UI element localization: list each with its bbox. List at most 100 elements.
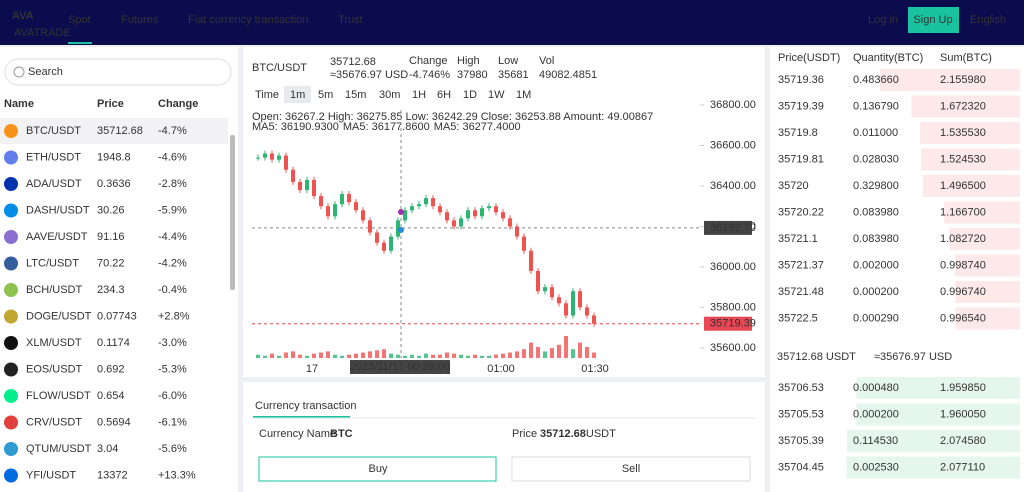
volume-bar xyxy=(277,355,281,358)
coin-name[interactable]: ETH/USDT xyxy=(26,151,81,163)
interval[interactable]: 15m xyxy=(345,89,366,101)
ob-sum: 2.074580 xyxy=(940,435,986,447)
mid-usd: ≈35676.97 USD xyxy=(874,351,952,363)
ma-label: MA5: 36190.9300 xyxy=(252,121,339,133)
volume-bar xyxy=(571,349,575,358)
coin-name[interactable]: BTC/USDT xyxy=(26,125,81,137)
price-tag xyxy=(704,220,752,235)
crosshair-dot xyxy=(398,227,404,233)
volume-bar xyxy=(326,351,330,358)
column-header[interactable]: Name xyxy=(4,98,34,110)
ob-sum: 1.535530 xyxy=(940,127,986,139)
price-unit: USDT xyxy=(586,428,616,440)
mid-price: 35712.68 USDT xyxy=(777,351,856,363)
depth-bar xyxy=(921,148,1020,171)
search-icon xyxy=(13,66,25,78)
coin-name[interactable]: CRV/USDT xyxy=(26,416,82,428)
coin-price: 91.16 xyxy=(97,231,125,243)
nav-link[interactable]: Futures xyxy=(121,14,159,26)
coin-name[interactable]: EOS/USDT xyxy=(26,363,83,375)
candle-body xyxy=(326,206,330,217)
coin-name[interactable]: LTC/USDT xyxy=(26,257,79,269)
y-tick-label: 36000.00 xyxy=(710,261,756,273)
volume-bar xyxy=(396,354,400,358)
coin-name[interactable]: AAVE/USDT xyxy=(26,231,88,243)
coin-name[interactable]: DASH/USDT xyxy=(26,204,90,216)
volume-bar xyxy=(564,336,568,358)
trade-tab[interactable]: Currency transaction xyxy=(255,400,357,412)
coin-icon xyxy=(4,203,18,218)
depth-bar xyxy=(856,377,1020,399)
buy-button[interactable] xyxy=(258,456,497,482)
interval[interactable]: 1D xyxy=(463,89,477,101)
volume-bar xyxy=(263,355,267,358)
interval[interactable]: 30m xyxy=(379,89,400,101)
candle-body xyxy=(536,270,540,292)
volume-bar xyxy=(410,354,414,358)
header-bar xyxy=(0,0,1024,45)
candle-body xyxy=(368,220,372,233)
login-link[interactable]: Log in xyxy=(868,14,898,26)
signup-label[interactable]: Sign Up xyxy=(913,14,952,26)
volume-bar xyxy=(522,349,526,358)
interval[interactable]: 1m xyxy=(290,89,305,101)
coin-change: -3.0% xyxy=(158,337,187,349)
depth-bar xyxy=(856,403,1020,426)
coin-name[interactable]: FLOW/USDT xyxy=(26,390,91,402)
coin-name[interactable]: DOGE/USDT xyxy=(26,310,92,322)
ob-sum: 1.166700 xyxy=(940,206,986,218)
coin-change: +2.8% xyxy=(158,310,190,322)
coin-icon xyxy=(4,309,18,324)
coin-icon xyxy=(4,442,18,456)
coin-change: -4.6% xyxy=(158,151,187,163)
candle-body xyxy=(473,210,477,217)
time-tag xyxy=(350,360,450,374)
nav-link[interactable]: Fiat currency transaction xyxy=(188,14,308,26)
coin-name[interactable]: ADA/USDT xyxy=(26,178,82,190)
interval[interactable]: 1W xyxy=(488,89,505,101)
volume-bar xyxy=(445,352,449,358)
candle-body xyxy=(410,206,414,211)
depth-bar xyxy=(955,281,1020,303)
volume-bar xyxy=(305,355,309,358)
interval-active xyxy=(284,86,311,103)
volume-bar xyxy=(529,342,533,358)
coin-name[interactable]: QTUM/USDT xyxy=(26,443,92,455)
depth-bar xyxy=(880,69,1020,91)
volume-bar xyxy=(452,353,456,358)
interval[interactable]: 1H xyxy=(412,89,426,101)
buy-label[interactable]: Buy xyxy=(369,463,388,475)
search-box[interactable] xyxy=(4,58,232,86)
nav-link[interactable]: Trust xyxy=(338,14,363,26)
volume-bar xyxy=(438,354,442,358)
coin-name[interactable]: XLM/USDT xyxy=(26,337,82,349)
sell-label[interactable]: Sell xyxy=(622,463,640,475)
volume-bar xyxy=(284,352,288,358)
interval[interactable]: 5m xyxy=(318,89,333,101)
volume-bar xyxy=(515,351,519,358)
ticker-pair: BTC/USDT xyxy=(252,62,307,74)
signup-button[interactable] xyxy=(908,7,959,33)
volume-bar xyxy=(501,353,505,358)
volume-bar xyxy=(298,354,302,358)
sell-button[interactable] xyxy=(511,456,751,482)
ob-price: 35722.5 xyxy=(778,312,818,324)
coin-icon xyxy=(4,336,18,350)
coin-name[interactable]: YFI/USDT xyxy=(26,469,76,481)
candle-body xyxy=(494,206,498,213)
coin-price: 0.5694 xyxy=(97,416,131,428)
column-header[interactable]: Change xyxy=(158,98,198,110)
depth-bar xyxy=(955,254,1020,277)
language-link[interactable]: English xyxy=(970,14,1006,26)
coin-price: 234.3 xyxy=(97,284,125,296)
coin-change: -2.8% xyxy=(158,178,187,190)
ob-quantity: 0.083980 xyxy=(853,206,899,218)
column-header[interactable]: Price xyxy=(97,98,124,110)
interval[interactable]: 6H xyxy=(437,89,451,101)
interval[interactable]: 1M xyxy=(516,89,531,101)
coin-name[interactable]: BCH/USDT xyxy=(26,284,83,296)
candle-body xyxy=(333,204,337,217)
coin-icon xyxy=(4,389,18,403)
nav-link[interactable]: Spot xyxy=(68,14,91,26)
candle-body xyxy=(312,179,316,197)
